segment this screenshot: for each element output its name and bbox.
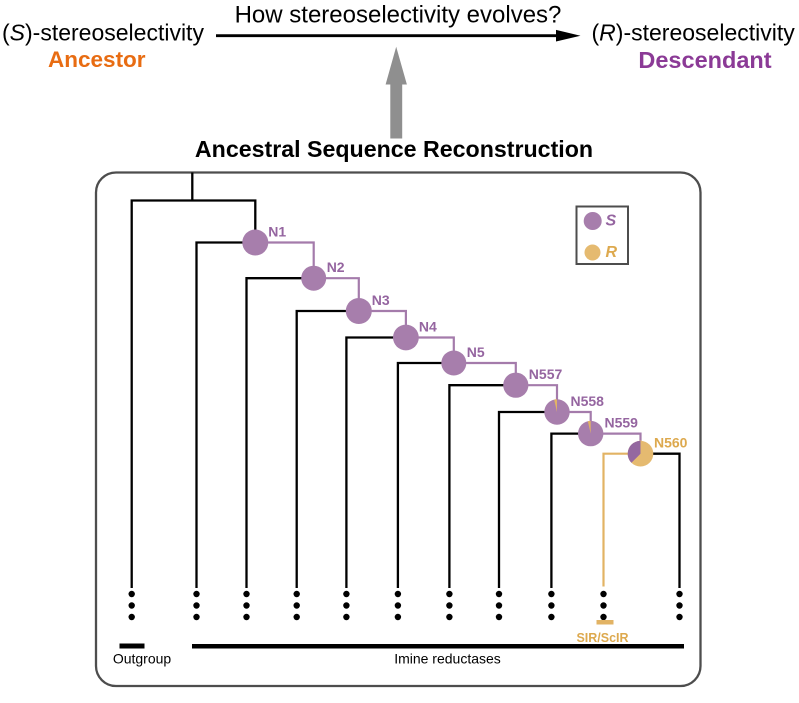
svg-text:S: S bbox=[606, 213, 617, 230]
svg-text:N1: N1 bbox=[268, 224, 286, 240]
svg-text:N558: N558 bbox=[571, 393, 605, 409]
svg-text:N559: N559 bbox=[605, 415, 639, 431]
svg-text:N560: N560 bbox=[654, 435, 688, 451]
svg-text:N4: N4 bbox=[419, 319, 437, 335]
svg-text:Ancestral Sequence Reconstruct: Ancestral Sequence Reconstruction bbox=[195, 136, 593, 162]
svg-text:(R)-stereoselectivity: (R)-stereoselectivity bbox=[592, 20, 796, 46]
svg-text:R: R bbox=[606, 244, 618, 261]
svg-text:Imine reductases: Imine reductases bbox=[394, 651, 501, 667]
svg-text:How stereoselectivity evolves?: How stereoselectivity evolves? bbox=[235, 2, 562, 29]
svg-text:Ancestor: Ancestor bbox=[48, 47, 146, 72]
svg-text:Outgroup: Outgroup bbox=[113, 651, 172, 667]
svg-text:Descendant: Descendant bbox=[638, 47, 771, 73]
svg-text:(S)-stereoselectivity: (S)-stereoselectivity bbox=[2, 20, 204, 46]
svg-text:N2: N2 bbox=[327, 259, 345, 275]
svg-text:SIR/ScIR: SIR/ScIR bbox=[576, 631, 628, 645]
svg-text:N3: N3 bbox=[372, 292, 390, 308]
svg-text:N5: N5 bbox=[467, 344, 485, 360]
svg-text:N557: N557 bbox=[529, 366, 563, 382]
